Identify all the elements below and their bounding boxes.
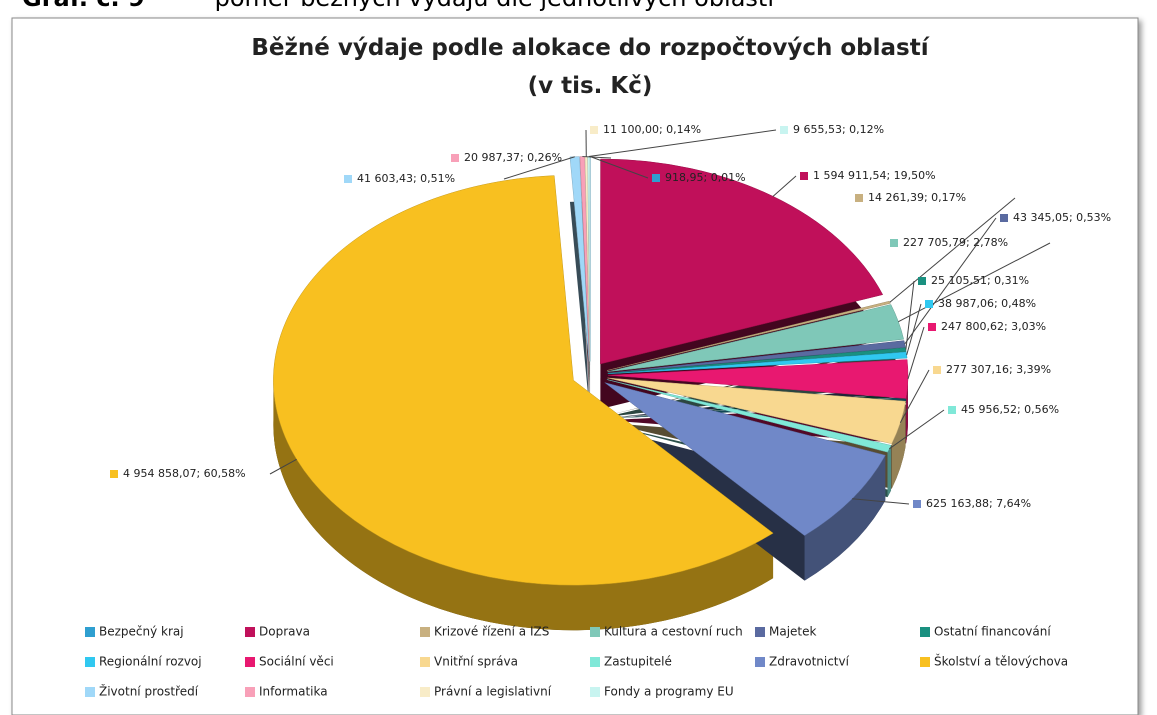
data-label: 20 987,37; 0,26% [464, 151, 562, 164]
label-key [933, 366, 941, 374]
data-label: 1 594 911,54; 19,50% [813, 169, 936, 182]
label-key [918, 277, 926, 285]
legend: Bezpečný kraj Doprava Krizové řízení a IZS… [85, 625, 1068, 699]
label-key [780, 126, 788, 134]
legend-key [245, 627, 255, 637]
leader-line [889, 197, 1016, 303]
legend-label: Zastupitelé [604, 655, 672, 669]
slice-side [804, 455, 886, 581]
pie [273, 156, 909, 631]
data-label: 918,95; 0,01% [665, 171, 746, 184]
legend-key [85, 657, 95, 667]
legend-key [755, 627, 765, 637]
leader-line [899, 369, 930, 423]
leader-line [904, 217, 997, 345]
label-key [800, 172, 808, 180]
legend-label: Doprava [259, 625, 310, 639]
legend-key [245, 687, 255, 697]
leader-line [772, 175, 797, 197]
data-label: 227 705,79; 2,78% [903, 236, 1008, 249]
legend-label: Vnitřní správa [434, 655, 518, 669]
legend-key [590, 657, 600, 667]
label-key [890, 239, 898, 247]
legend-key [85, 627, 95, 637]
leader-line [905, 280, 915, 350]
leader-line [582, 156, 612, 159]
data-label: 14 261,39; 0,17% [868, 191, 966, 204]
leader-line [907, 326, 925, 380]
leader-line [269, 458, 297, 475]
slice [607, 340, 906, 374]
label-key [913, 500, 921, 508]
slice-side [887, 445, 892, 498]
legend-label: Zdravotnictví [769, 655, 850, 669]
data-label: 277 307,16; 3,39% [946, 363, 1051, 376]
caption-label: Graf. č. 9 [22, 0, 145, 12]
legend-key [755, 657, 765, 667]
slice-side [273, 380, 774, 631]
slice [606, 300, 891, 371]
legend-label: Majetek [769, 625, 817, 639]
legend-label: Bezpečný kraj [99, 625, 184, 639]
label-key [344, 175, 352, 183]
leader-line [503, 156, 575, 180]
data-label: 25 105,51; 0,31% [931, 274, 1029, 287]
legend-key [420, 687, 430, 697]
legend-key [245, 657, 255, 667]
legend-label: Sociální věci [259, 655, 334, 669]
label-key [1000, 214, 1008, 222]
legend-key [920, 627, 930, 637]
data-label: 4 954 858,07; 60,58% [123, 467, 246, 480]
legend-label: Ostatní financování [934, 625, 1051, 639]
data-label: 625 163,88; 7,64% [926, 497, 1031, 510]
label-key [925, 300, 933, 308]
legend-label: Právní a legislativní [434, 685, 552, 699]
slice-side [891, 401, 906, 489]
chart-subtitle: (v tis. Kč) [528, 73, 653, 99]
slice [606, 379, 892, 453]
leader-line [898, 242, 1051, 323]
legend-label: Krizové řízení a IZS [434, 625, 549, 639]
legend-label: Životní prostředí [99, 684, 199, 699]
label-key [652, 174, 660, 182]
data-labels: 918,95; 0,01% 1 594 911,54; 19,50% 14 261,… [110, 123, 1111, 510]
label-key [928, 323, 936, 331]
label-key [110, 470, 118, 478]
leader-line [852, 498, 910, 505]
legend-label: Informatika [259, 685, 328, 699]
data-label: 43 345,05; 0,53% [1013, 211, 1111, 224]
leader-line [889, 409, 945, 450]
label-key [855, 194, 863, 202]
legend-label: Školství a tělovýchova [934, 654, 1068, 669]
slice [607, 359, 909, 399]
legend-label: Fondy a programy EU [604, 685, 734, 699]
legend-label: Regionální rozvoj [99, 655, 202, 669]
legend-key [85, 687, 95, 697]
data-label: 38 987,06; 0,48% [938, 297, 1036, 310]
label-key [590, 126, 598, 134]
leader-line [906, 303, 922, 356]
chart-title: Běžné výdaje podle alokace do rozpočtový… [251, 35, 929, 61]
leader-line [588, 129, 777, 157]
data-label: 9 655,53; 0,12% [793, 123, 884, 136]
legend-label: Kultura a cestovní ruch [604, 625, 743, 639]
data-label: 11 100,00; 0,14% [603, 123, 701, 136]
legend-key [420, 627, 430, 637]
data-label: 41 603,43; 0,51% [357, 172, 455, 185]
caption: – poměr běžných výdajů dle jednotlivých … [195, 0, 775, 12]
label-key [948, 406, 956, 414]
data-label: 247 800,62; 3,03% [941, 320, 1046, 333]
slice-bottom [569, 201, 590, 407]
label-key [451, 154, 459, 162]
legend-key [590, 627, 600, 637]
data-label: 45 956,52; 0,56% [961, 403, 1059, 416]
leader-line [589, 156, 649, 179]
legend-key [420, 657, 430, 667]
legend-key [590, 687, 600, 697]
legend-key [920, 657, 930, 667]
slice [607, 377, 906, 445]
